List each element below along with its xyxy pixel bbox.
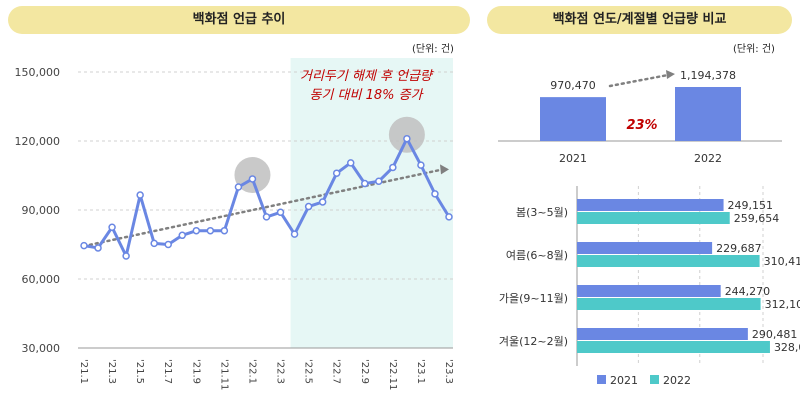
legend-label: 2022 <box>663 374 691 387</box>
data-point <box>417 161 425 169</box>
data-point <box>445 213 453 221</box>
trend-annotation-line2: 동기 대비 18% 증가 <box>309 88 424 103</box>
season-value-label: 312,102 <box>765 298 800 311</box>
annual-category-label: 2022 <box>694 152 722 165</box>
annual-value-label: 1,194,378 <box>680 69 736 82</box>
growth-rate-label: 23% <box>626 118 657 133</box>
season-bar <box>577 341 770 353</box>
left-chart-title: 백화점 언급 추이 <box>8 6 470 34</box>
x-tick-label: '22.3 <box>275 359 286 384</box>
legend-swatch <box>650 375 659 384</box>
x-tick-label: '22.11 <box>387 359 398 390</box>
trend-annotation-line1: 거리두기 해제 후 언급량 <box>300 69 434 84</box>
x-tick-label: '22.1 <box>246 359 257 384</box>
data-point <box>389 163 397 172</box>
y-tick-label: 60,000 <box>22 273 61 286</box>
x-tick-label: '21.9 <box>190 359 201 384</box>
x-tick-label: '21.1 <box>78 359 89 384</box>
x-tick-label: '21.5 <box>134 359 145 384</box>
x-tick-label: '21.11 <box>218 359 229 390</box>
data-point <box>290 230 299 238</box>
data-point <box>431 190 439 198</box>
season-bar <box>577 212 730 224</box>
data-point <box>332 169 341 177</box>
season-category-label: 여름(6~8월) <box>506 249 568 262</box>
x-tick-label: '23.3 <box>443 359 454 384</box>
data-point <box>248 175 257 183</box>
legend-swatch <box>597 375 606 384</box>
annual-bar <box>540 97 606 141</box>
x-tick-label: '21.3 <box>106 359 117 384</box>
y-tick-label: 90,000 <box>22 204 61 217</box>
x-tick-label: '21.7 <box>162 359 173 384</box>
y-tick-label: 30,000 <box>22 342 61 355</box>
data-point <box>206 226 215 235</box>
x-tick-label: '22.9 <box>359 359 370 384</box>
season-value-label: 328,020 <box>774 341 800 354</box>
data-point <box>136 191 144 199</box>
right-unit-label: (단위: 건) <box>733 44 775 55</box>
growth-arrowhead <box>666 70 675 79</box>
annual-bar <box>675 87 741 141</box>
annual-category-label: 2021 <box>559 152 587 165</box>
data-point <box>150 239 158 248</box>
peak-highlight-circle <box>388 116 425 153</box>
data-point <box>234 183 243 191</box>
data-point <box>108 223 116 231</box>
trend-line <box>82 168 445 248</box>
y-tick-label: 120,000 <box>15 135 61 148</box>
data-point <box>164 240 172 249</box>
data-point <box>80 241 88 250</box>
left-unit-label: (단위: 건) <box>412 44 454 55</box>
y-tick-label: 150,000 <box>15 66 61 79</box>
data-point <box>318 198 327 206</box>
legend-label: 2021 <box>610 374 638 387</box>
season-value-label: 290,481 <box>752 328 798 341</box>
season-category-label: 겨울(12~2월) <box>499 335 568 348</box>
data-point <box>94 244 102 252</box>
x-tick-label: '23.1 <box>415 359 426 384</box>
data-point <box>276 208 285 217</box>
x-tick-label: '22.5 <box>303 359 314 384</box>
data-point <box>304 202 313 211</box>
data-point <box>122 252 130 260</box>
season-value-label: 259,654 <box>734 212 780 225</box>
data-point <box>375 177 383 185</box>
data-point <box>361 179 369 188</box>
data-point <box>192 226 201 235</box>
season-value-label: 244,270 <box>725 285 771 298</box>
season-bar <box>577 255 760 267</box>
season-bar <box>577 199 724 211</box>
data-point <box>346 159 355 167</box>
season-bar <box>577 298 761 310</box>
right-chart-title: 백화점 연도/계절별 언급량 비교 <box>487 6 792 34</box>
growth-arrow-line <box>608 73 670 88</box>
data-point <box>220 226 229 235</box>
season-bar <box>577 242 713 254</box>
season-value-label: 229,687 <box>716 242 762 255</box>
season-value-label: 249,151 <box>728 199 774 212</box>
annual-comparison-chart: 970,470 2021 1,194,378 2022 <box>498 69 782 165</box>
trend-arrowhead <box>440 164 449 175</box>
season-category-label: 봄(3~5월) <box>516 206 568 219</box>
x-tick-label: '22.7 <box>331 359 342 384</box>
season-category-label: 가을(9~11월) <box>499 292 568 305</box>
data-point <box>178 231 187 240</box>
season-bar <box>577 328 748 340</box>
season-bar <box>577 285 721 297</box>
annual-value-label: 970,470 <box>550 79 596 92</box>
mention-trend-chart: 30,000 60,000 90,000 120,000 150,000 '21.1 '21… <box>15 58 454 390</box>
data-point <box>403 134 411 143</box>
season-value-label: 310,410 <box>764 255 800 268</box>
data-point <box>262 213 271 221</box>
